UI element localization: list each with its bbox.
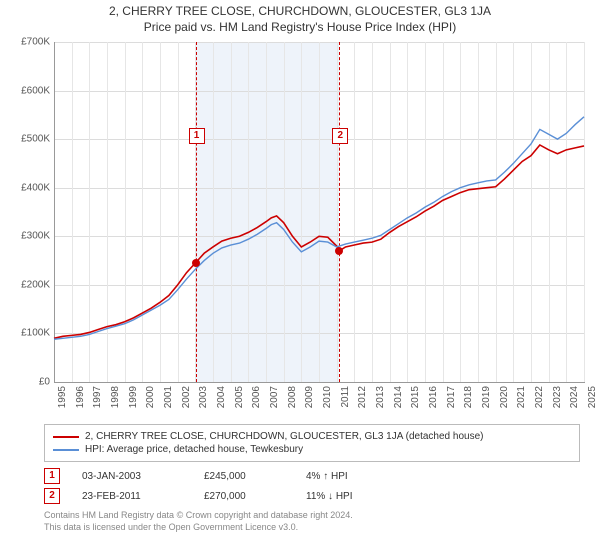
legend-label: HPI: Average price, detached house, Tewk… [85, 444, 303, 455]
x-tick-label: 2018 [463, 386, 474, 408]
x-tick-label: 2019 [481, 386, 492, 408]
legend: 2, CHERRY TREE CLOSE, CHURCHDOWN, GLOUCE… [44, 424, 580, 462]
chart-container: 2, CHERRY TREE CLOSE, CHURCHDOWN, GLOUCE… [0, 0, 600, 533]
marker-price: £270,000 [204, 491, 284, 502]
chart-title-address: 2, CHERRY TREE CLOSE, CHURCHDOWN, GLOUCE… [0, 4, 600, 18]
y-tick-label: £600K [10, 85, 50, 96]
y-tick-label: £500K [10, 134, 50, 145]
marker-pct: 11% ↓ HPI [306, 491, 396, 502]
x-tick-label: 1995 [57, 386, 68, 408]
x-tick-label: 1999 [128, 386, 139, 408]
x-tick-label: 2022 [534, 386, 545, 408]
x-tick-label: 2001 [163, 386, 174, 408]
series-hpi [54, 117, 584, 339]
y-tick-label: £300K [10, 231, 50, 242]
x-tick-label: 1997 [92, 386, 103, 408]
chart-marker-dot [335, 247, 343, 255]
legend-swatch [53, 436, 79, 438]
legend-item: 2, CHERRY TREE CLOSE, CHURCHDOWN, GLOUCE… [53, 431, 571, 442]
title-block: 2, CHERRY TREE CLOSE, CHURCHDOWN, GLOUCE… [0, 0, 600, 34]
x-tick-label: 2011 [340, 386, 351, 408]
x-tick-label: 2012 [357, 386, 368, 408]
chart-marker-dot [192, 259, 200, 267]
x-tick-label: 2010 [322, 386, 333, 408]
x-tick-label: 2025 [587, 386, 598, 408]
marker-row: 1 03-JAN-2003 £245,000 4% ↑ HPI [44, 468, 580, 484]
y-tick-label: £0 [10, 377, 50, 388]
marker-price: £245,000 [204, 471, 284, 482]
x-tick-label: 2020 [499, 386, 510, 408]
x-tick-label: 1998 [110, 386, 121, 408]
x-tick-label: 2024 [569, 386, 580, 408]
legend-label: 2, CHERRY TREE CLOSE, CHURCHDOWN, GLOUCE… [85, 431, 483, 442]
marker-date: 03-JAN-2003 [82, 471, 182, 482]
x-tick-label: 2013 [375, 386, 386, 408]
x-tick-label: 2007 [269, 386, 280, 408]
marker-row: 2 23-FEB-2011 £270,000 11% ↓ HPI [44, 488, 580, 504]
footer-line: Contains HM Land Registry data © Crown c… [44, 510, 580, 522]
x-tick-label: 2003 [198, 386, 209, 408]
x-tick-label: 2005 [234, 386, 245, 408]
x-tick-label: 2006 [251, 386, 262, 408]
x-tick-label: 2008 [287, 386, 298, 408]
x-tick-label: 2002 [181, 386, 192, 408]
x-tick-label: 1996 [75, 386, 86, 408]
marker-date: 23-FEB-2011 [82, 491, 182, 502]
footer-attribution: Contains HM Land Registry data © Crown c… [44, 510, 580, 533]
y-tick-label: £100K [10, 328, 50, 339]
x-tick-label: 2023 [552, 386, 563, 408]
x-tick-label: 2021 [516, 386, 527, 408]
chart-marker-box: 2 [332, 128, 348, 144]
chart-subtitle: Price paid vs. HM Land Registry's House … [0, 20, 600, 34]
legend-swatch [53, 449, 79, 451]
x-tick-label: 2000 [145, 386, 156, 408]
marker-pct: 4% ↑ HPI [306, 471, 396, 482]
chart-area: 1 2 £0 £100K £200K £300K £400K £500K £600K £700K… [10, 38, 590, 418]
marker-id-box: 2 [44, 488, 60, 504]
footer-line: This data is licensed under the Open Gov… [44, 522, 580, 534]
x-tick-label: 2016 [428, 386, 439, 408]
x-tick-label: 2015 [410, 386, 421, 408]
y-tick-label: £700K [10, 37, 50, 48]
marker-id-box: 1 [44, 468, 60, 484]
x-tick-label: 2014 [393, 386, 404, 408]
chart-marker-box: 1 [189, 128, 205, 144]
y-tick-label: £400K [10, 182, 50, 193]
x-tick-label: 2004 [216, 386, 227, 408]
legend-item: HPI: Average price, detached house, Tewk… [53, 444, 571, 455]
line-series-svg [54, 42, 584, 382]
x-tick-label: 2017 [446, 386, 457, 408]
y-tick-label: £200K [10, 279, 50, 290]
x-tick-label: 2009 [304, 386, 315, 408]
marker-table: 1 03-JAN-2003 £245,000 4% ↑ HPI 2 23-FEB… [44, 468, 580, 504]
